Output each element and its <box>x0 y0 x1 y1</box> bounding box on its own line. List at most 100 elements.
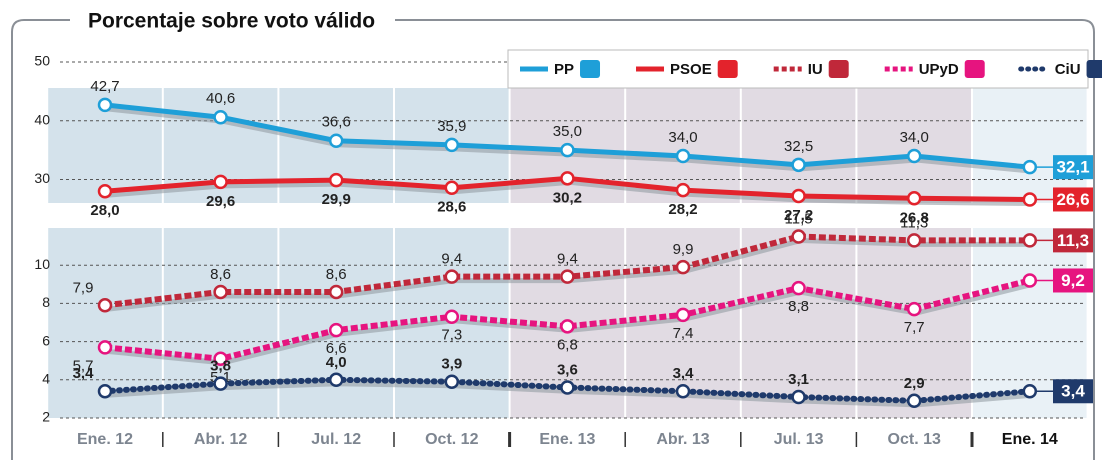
point <box>99 99 111 111</box>
point <box>446 376 458 388</box>
point <box>677 309 689 321</box>
x-tick-label: Jul. 13 <box>774 431 824 448</box>
x-tick-label: Ene. 12 <box>77 431 133 448</box>
point <box>677 184 689 196</box>
legend-logo <box>718 60 738 78</box>
x-tick-label: Oct. 13 <box>888 431 941 448</box>
point <box>215 286 227 298</box>
value-label: 8,6 <box>210 266 231 283</box>
y-tick-label: 30 <box>34 170 50 186</box>
value-label: 7,7 <box>904 319 925 336</box>
point <box>330 135 342 147</box>
point <box>908 395 920 407</box>
value-label: 32,5 <box>784 138 813 155</box>
band <box>973 88 1087 203</box>
value-label: 9,4 <box>557 251 578 268</box>
legend-logo <box>965 60 985 78</box>
point <box>908 303 920 315</box>
value-label: 3,9 <box>441 356 462 373</box>
point <box>446 139 458 151</box>
value-label: 40,6 <box>206 90 235 107</box>
point <box>908 234 920 246</box>
end-label: 9,2 <box>1061 271 1085 290</box>
value-label: 3,4 <box>73 365 95 382</box>
point <box>215 378 227 390</box>
point <box>446 271 458 283</box>
chart: Porcentaje sobre voto válido 30405042,74… <box>0 0 1102 465</box>
point <box>793 391 805 403</box>
point <box>561 271 573 283</box>
value-label: 7,3 <box>441 327 462 344</box>
point <box>215 111 227 123</box>
value-label: 7,4 <box>673 325 694 342</box>
point <box>99 299 111 311</box>
y-tick-label: 2 <box>42 409 50 425</box>
legend-label: PSOE <box>670 61 712 78</box>
point <box>561 172 573 184</box>
point <box>793 231 805 243</box>
value-label: 35,0 <box>553 123 582 140</box>
point <box>99 341 111 353</box>
point <box>677 150 689 162</box>
end-label: 32,1 <box>1056 158 1089 177</box>
point <box>330 174 342 186</box>
value-label: 3,1 <box>788 371 809 388</box>
value-label: 28,0 <box>90 202 119 219</box>
legend-label: CiU <box>1055 61 1081 78</box>
legend-label: PP <box>554 61 574 78</box>
x-tick-label: Ene. 13 <box>539 431 595 448</box>
x-tick-label: Jul. 12 <box>311 431 361 448</box>
value-label: 36,6 <box>322 114 351 131</box>
point <box>446 311 458 323</box>
point <box>99 385 111 397</box>
legend-logo <box>1087 60 1102 78</box>
legend-label: UPyD <box>919 61 959 78</box>
value-label: 3,4 <box>673 365 695 382</box>
y-tick-label: 4 <box>42 371 50 387</box>
point <box>1024 385 1036 397</box>
value-label: 34,0 <box>668 129 697 146</box>
x-tick-label: Abr. 13 <box>656 431 709 448</box>
band <box>742 228 856 418</box>
y-tick-label: 50 <box>34 53 50 69</box>
value-label: 34,0 <box>900 129 929 146</box>
value-label: 29,9 <box>322 191 351 208</box>
x-tick-label: Abr. 12 <box>194 431 247 448</box>
point <box>908 192 920 204</box>
value-label: 35,9 <box>437 118 466 135</box>
y-tick-label: 10 <box>34 256 50 272</box>
value-label: 4,0 <box>326 354 347 371</box>
point <box>793 190 805 202</box>
point <box>330 324 342 336</box>
point <box>1024 274 1036 286</box>
point <box>1024 161 1036 173</box>
value-label: 11,3 <box>900 214 928 231</box>
point <box>330 286 342 298</box>
point <box>908 150 920 162</box>
value-label: 42,7 <box>90 78 119 95</box>
point <box>215 176 227 188</box>
point <box>1024 193 1036 205</box>
point <box>561 144 573 156</box>
value-label: 29,6 <box>206 193 235 210</box>
point <box>677 385 689 397</box>
value-label: 11,5 <box>785 211 813 228</box>
value-label: 30,2 <box>553 189 582 206</box>
point <box>1024 234 1036 246</box>
point <box>561 381 573 393</box>
value-label: 28,6 <box>437 199 466 216</box>
value-label: 6,8 <box>557 336 578 353</box>
value-label: 9,9 <box>673 241 694 258</box>
end-label: 3,4 <box>1061 382 1085 401</box>
point <box>677 261 689 273</box>
point <box>446 182 458 194</box>
value-label: 3,6 <box>557 361 578 378</box>
value-label: 7,9 <box>73 279 94 296</box>
value-label: 8,6 <box>326 266 347 283</box>
point <box>793 282 805 294</box>
end-label: 11,3 <box>1057 231 1089 250</box>
end-label: 26,6 <box>1056 190 1089 209</box>
value-label: 2,9 <box>904 375 925 392</box>
value-label: 9,4 <box>441 251 462 268</box>
point <box>99 185 111 197</box>
